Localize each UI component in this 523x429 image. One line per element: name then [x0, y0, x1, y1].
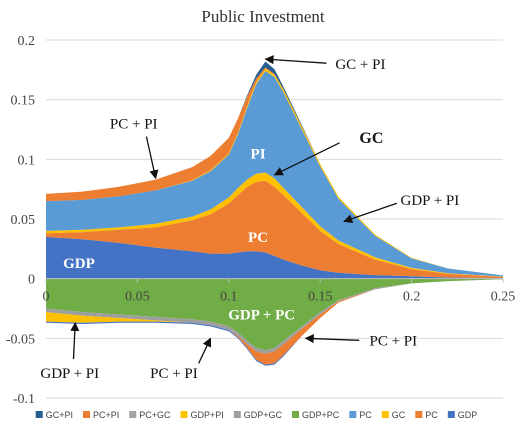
annotation-arrow [70, 321, 80, 360]
x-tick-label: 0.25 [491, 290, 516, 305]
area-gdp-pc [46, 278, 503, 351]
chart-title: Public Investment [201, 7, 325, 26]
legend-swatch [83, 411, 90, 418]
legend-label: GDP [458, 410, 478, 420]
legend-label: PC+GC [139, 410, 171, 420]
legend-swatch [233, 411, 241, 418]
annotation-arrow [273, 142, 340, 176]
y-tick-label: 0.05 [11, 213, 36, 228]
x-tick-label: 0.1 [220, 290, 238, 305]
x-tick-label: 0.2 [403, 290, 421, 305]
region-labels: GDP PC PI GDP + PC [63, 146, 295, 323]
legend-label: GC+PI [46, 410, 73, 420]
legend-label: PC [359, 410, 372, 420]
legend: GC+PI PC+PI PC+GC GDP+PI GDP+GC GDP+PC PC GC PC G… [35, 410, 478, 420]
annotation-arrow [304, 334, 360, 344]
legend-label: PC [425, 410, 438, 420]
annotation-label: GDP + PI [401, 193, 460, 209]
x-tick-label: 0.15 [308, 290, 333, 305]
legend-swatch [292, 411, 299, 418]
annotation-label: PC + PI [110, 117, 158, 133]
legend-swatch [129, 411, 137, 418]
legend-swatch [447, 411, 455, 418]
y-tick-label: -0.1 [13, 392, 35, 407]
y-tick-label: 0.1 [18, 153, 36, 168]
region-label: PI [251, 146, 266, 162]
y-tick-label: 0.15 [11, 94, 36, 109]
annotation-label: GDP + PI [40, 366, 99, 382]
annotation-arrow [198, 337, 212, 364]
y-tick-label: 0.2 [18, 34, 36, 49]
axes: 0.2 0.15 0.1 0.05 0 -0.05 -0.1 0 0.05 0.1 0.15 0.2 0… [6, 34, 515, 407]
annotation-label: GC + PI [335, 57, 385, 73]
annotation-arrow [343, 202, 398, 224]
legend-label: GC [392, 410, 406, 420]
annotation-label: PC + PI [150, 366, 198, 382]
area-gdp [46, 236, 503, 279]
area-gdp-gc [46, 279, 503, 354]
annotations: GC + PI PC + PI GC GDP + PI PC + PI GDP + PI P… [40, 55, 460, 382]
region-label: GDP [63, 256, 95, 272]
legend-swatch [415, 411, 423, 418]
legend-label: PC+PI [93, 410, 119, 420]
x-tick-label: 0.05 [125, 290, 150, 305]
legend-swatch [349, 411, 357, 418]
legend-swatch [381, 411, 389, 418]
legend-label: GDP+GC [244, 410, 283, 420]
region-label: PC [248, 230, 268, 246]
area-pc [46, 180, 503, 279]
legend-label: GDP+PI [191, 410, 224, 420]
legend-swatch [35, 411, 43, 418]
annotation-arrow [145, 136, 159, 180]
annotation-label: GC [359, 130, 383, 147]
y-tick-label: 0 [28, 273, 35, 288]
area-gc-pi-neg- [46, 279, 503, 366]
y-tick-label: -0.05 [6, 332, 35, 347]
x-tick-label: 0 [43, 290, 50, 305]
region-label: GDP + PC [228, 307, 295, 323]
legend-label: GDP+PC [302, 410, 340, 420]
legend-swatch [180, 411, 188, 418]
annotation-arrow [264, 55, 327, 65]
annotation-label: PC + PI [369, 334, 417, 350]
